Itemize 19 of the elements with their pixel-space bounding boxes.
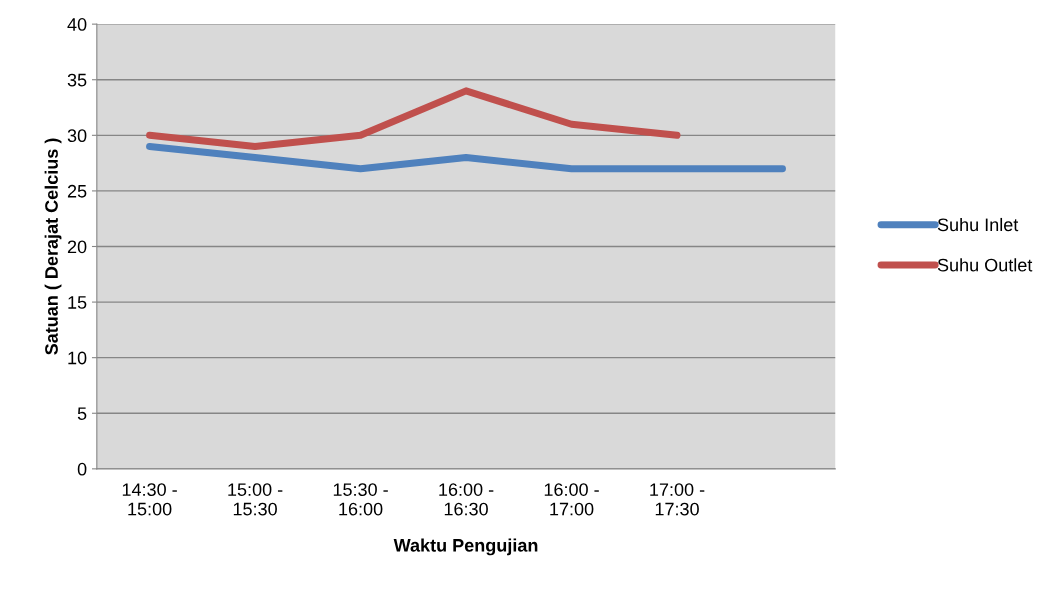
- y-tick-label: 15: [68, 296, 87, 309]
- y-tick-label: 20: [67, 240, 87, 254]
- y-tick-label: 0: [77, 462, 87, 476]
- y-tick-label: 35: [67, 73, 87, 87]
- legend-label: Suhu Outlet: [937, 258, 1033, 272]
- x-tick-label: 15:00 - 15:30: [228, 483, 283, 516]
- x-tick-label: 17:00 - 17:30: [650, 483, 705, 516]
- x-tick-label: 14:30 - 15:00: [122, 483, 177, 516]
- y-tick-label: 5: [77, 407, 87, 420]
- x-axis-title: Waktu Pengujian: [393, 538, 538, 556]
- y-tick-label: 30: [67, 129, 87, 143]
- x-tick-label: 16:00 - 17:00: [544, 483, 599, 516]
- legend-label: Suhu Inlet: [937, 217, 1019, 232]
- x-tick-label: 15:30 - 16:00: [333, 483, 388, 516]
- y-axis-title: Satuan ( Derajat Celcius ): [44, 138, 62, 355]
- y-tick-label: 40: [67, 18, 87, 31]
- y-tick-label: 10: [68, 351, 87, 365]
- x-tick-label: 16:00 - 16:30: [439, 483, 494, 516]
- y-tick-label: 25: [67, 184, 87, 198]
